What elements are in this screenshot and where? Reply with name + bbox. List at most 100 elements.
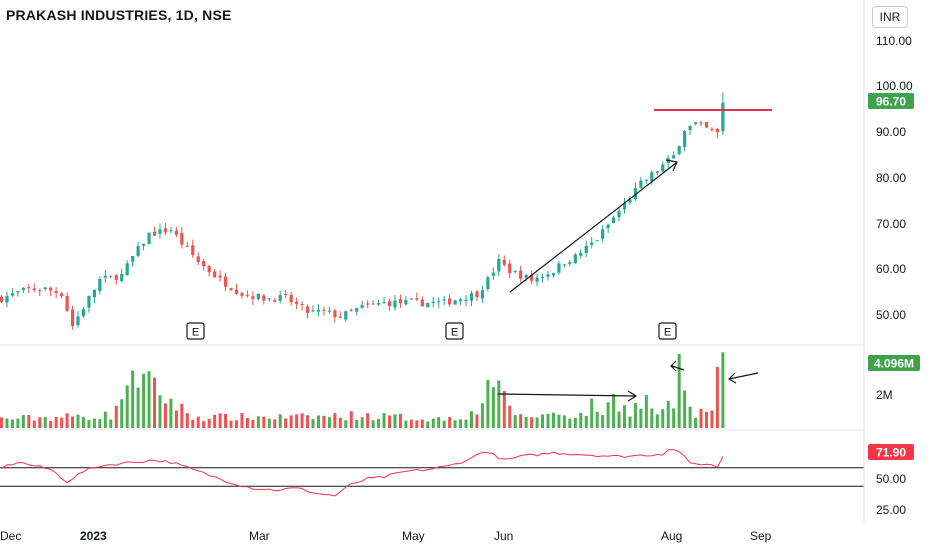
candle-body xyxy=(491,272,495,276)
trend-arrow[interactable] xyxy=(509,162,677,293)
candle-body xyxy=(628,199,632,203)
candle-body xyxy=(163,228,168,233)
candle-body xyxy=(131,256,135,262)
volume-bar xyxy=(32,420,36,428)
candle-body xyxy=(43,287,47,290)
spike-arrow[interactable] xyxy=(728,372,759,380)
candle-body xyxy=(655,171,659,173)
spike-arrow[interactable] xyxy=(671,365,685,371)
volume-bar xyxy=(38,417,42,428)
volume-bar xyxy=(371,420,375,428)
candle-body xyxy=(360,305,364,308)
volume-bar xyxy=(464,419,468,428)
candle-body xyxy=(60,293,64,297)
candle-body xyxy=(229,288,233,291)
earnings-marker[interactable]: E xyxy=(445,322,464,340)
candle-body xyxy=(32,288,36,290)
candle-body xyxy=(393,300,397,308)
rsi-line xyxy=(1,449,724,497)
chart-title: PRAKASH INDUSTRIES, 1D, NSE xyxy=(6,7,232,23)
volume-bar xyxy=(694,417,698,428)
candle-body xyxy=(562,264,566,266)
volume-bar xyxy=(5,418,9,428)
candle-body xyxy=(437,301,441,303)
volume-bar xyxy=(393,414,397,428)
candle-body xyxy=(721,102,725,132)
volume-bar xyxy=(322,415,326,428)
volume-bar xyxy=(546,413,550,428)
volume-bar xyxy=(295,414,299,428)
volume-bar xyxy=(448,417,452,428)
volume-bar xyxy=(311,419,315,428)
volume-bar xyxy=(623,405,627,428)
volume-bar xyxy=(469,411,473,428)
candle-body xyxy=(70,309,75,326)
volume-arrow[interactable] xyxy=(497,393,636,397)
time-label: Aug xyxy=(661,529,682,543)
candle-body xyxy=(409,298,413,300)
volume-bar xyxy=(601,415,605,428)
candle-body xyxy=(426,302,430,308)
candle-body xyxy=(109,275,113,277)
candle-body xyxy=(699,122,703,124)
volume-bar xyxy=(213,414,217,428)
time-label: Dec xyxy=(0,529,21,543)
volume-bar xyxy=(349,411,353,428)
volume-bar xyxy=(65,413,69,428)
earnings-marker[interactable]: E xyxy=(186,322,205,340)
candle-body xyxy=(213,271,217,278)
volume-bar xyxy=(180,403,184,428)
last-volume-label: 4.096M xyxy=(874,357,914,371)
candle-body xyxy=(141,243,146,246)
volume-bar xyxy=(617,411,621,428)
volume-bar xyxy=(289,415,293,428)
volume-arrow-head xyxy=(627,390,638,402)
rsi-pane xyxy=(0,449,864,497)
candle-body xyxy=(349,309,353,311)
volume-bar xyxy=(366,413,370,428)
candle-body xyxy=(92,289,97,298)
volume-bar xyxy=(661,409,665,428)
volume-bar xyxy=(142,373,146,428)
volume-bar xyxy=(54,417,58,428)
candle-body xyxy=(371,303,375,305)
candle-body xyxy=(639,180,643,188)
time-scale[interactable]: Dec 2023 Mar May Jun Aug Sep xyxy=(0,529,772,543)
volume-bar xyxy=(344,420,348,428)
candle-body xyxy=(584,245,588,253)
volume-bar xyxy=(633,403,637,428)
volume-bar xyxy=(60,417,64,428)
candle-body xyxy=(21,287,25,291)
candle-body xyxy=(710,128,714,130)
candle-body xyxy=(65,295,69,311)
candle-body xyxy=(223,276,228,287)
volume-bar xyxy=(191,419,195,428)
candle-body xyxy=(420,299,424,307)
candle-body xyxy=(87,296,91,308)
volume-bar xyxy=(136,387,140,428)
currency-selector[interactable]: INR xyxy=(872,6,908,28)
candle-body xyxy=(568,262,572,264)
earnings-marker[interactable]: E xyxy=(658,322,677,340)
candle-body xyxy=(661,164,665,172)
volume-bar xyxy=(573,417,577,428)
candle-body xyxy=(344,311,348,320)
volume-bar xyxy=(382,413,386,428)
volume-bar xyxy=(81,417,85,428)
candle-body xyxy=(0,296,4,302)
price-tick: 100.00 xyxy=(876,79,913,93)
candle-body xyxy=(311,310,315,312)
candle-body xyxy=(10,293,15,296)
volume-bar xyxy=(120,399,124,428)
volume-bar xyxy=(278,414,282,428)
volume-bar xyxy=(431,418,435,428)
candle-body xyxy=(251,296,255,300)
candle-body xyxy=(300,304,304,306)
candle-body xyxy=(387,301,392,307)
volume-bar xyxy=(491,387,495,428)
volume-bar xyxy=(519,414,523,428)
candle-body xyxy=(524,274,528,278)
candle-body xyxy=(245,295,250,297)
price-scale[interactable]: 110.00 100.00 90.00 80.00 70.00 60.00 50… xyxy=(868,34,920,517)
